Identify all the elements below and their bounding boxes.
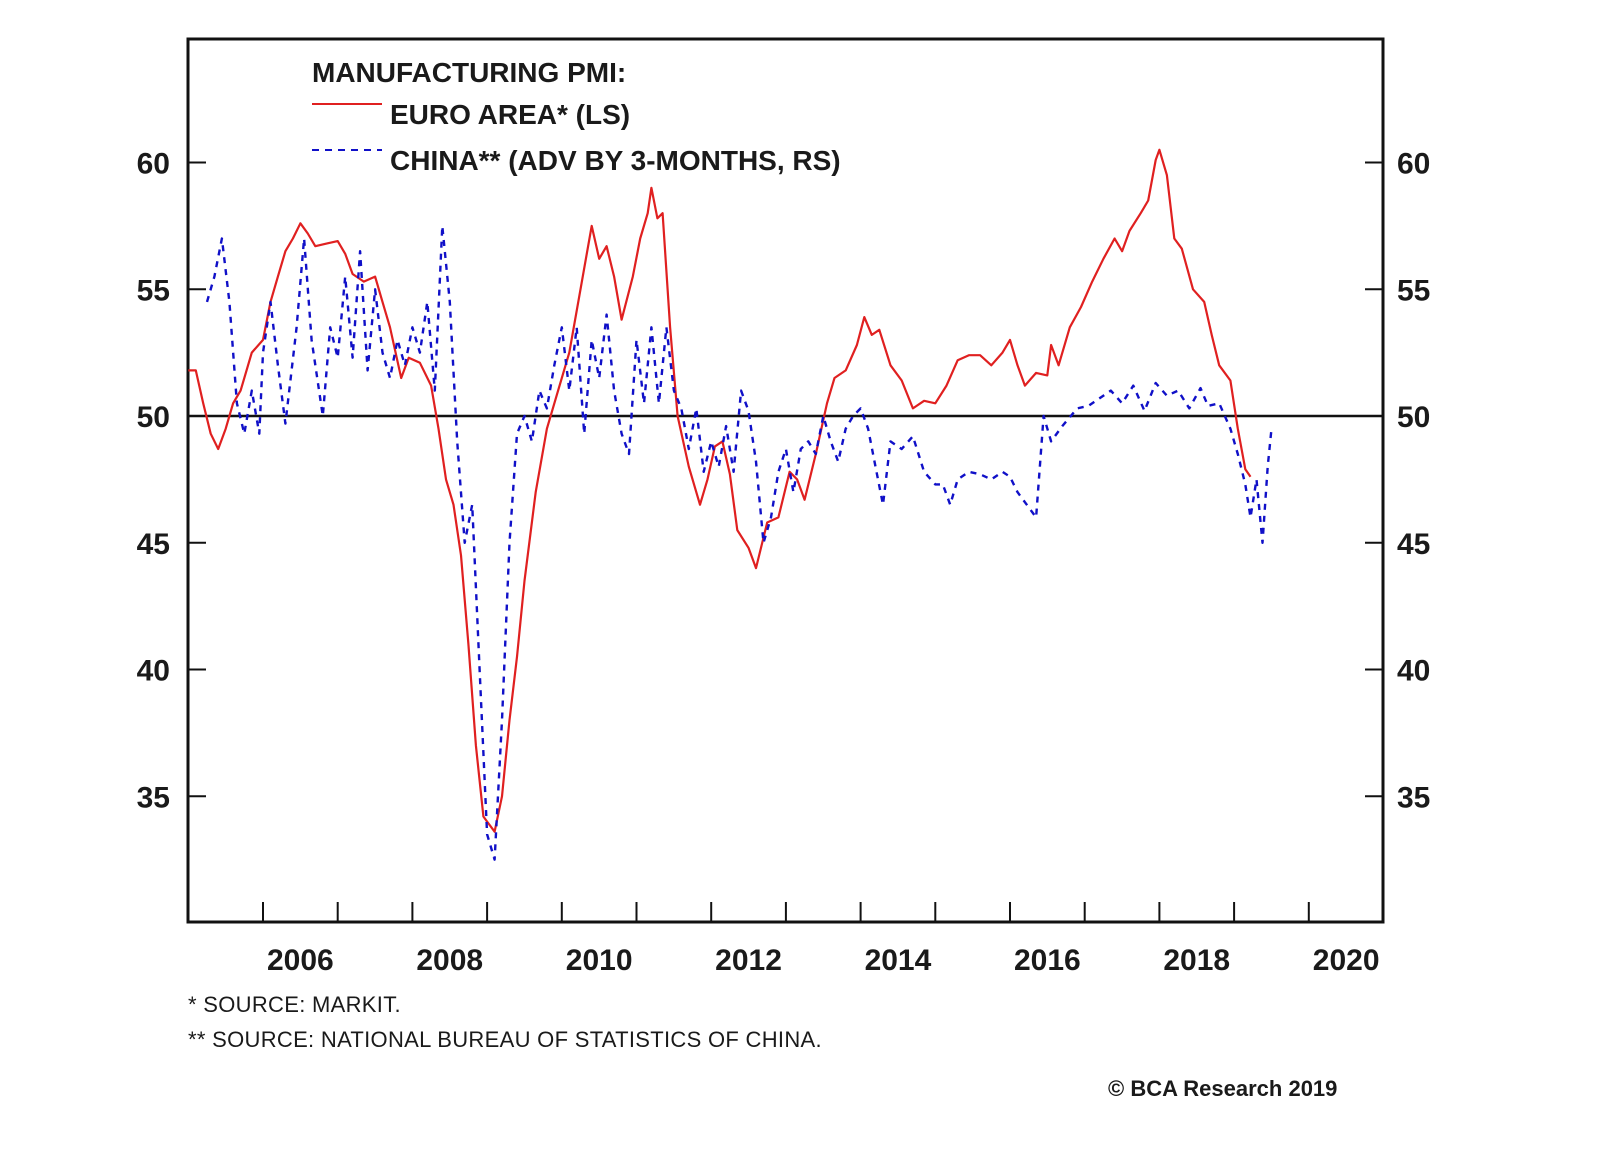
series-line-euro-area	[188, 148, 1252, 833]
y-axis-left: 35 40 45 50 55 60	[137, 148, 206, 814]
legend: MANUFACTURING PMI: EURO AREA* (LS) CHINA…	[312, 57, 841, 176]
x-tick-label: 2014	[865, 944, 932, 977]
x-axis: 2006 2008 2010 2012 2014 2016 2018 2020	[262, 902, 1380, 977]
y-right-tick-label: 35	[1397, 781, 1430, 814]
y-axis-right: 35 40 45 50 55 60	[1365, 148, 1430, 814]
series-layer	[188, 148, 1273, 861]
x-tick-label: 2006	[267, 944, 334, 977]
y-right-tick-label: 40	[1397, 655, 1430, 688]
y-right-tick-label: 50	[1397, 401, 1430, 434]
copyright-text: © BCA Research 2019	[1108, 1076, 1338, 1101]
x-tick-label: 2012	[715, 944, 782, 977]
y-left-tick-label: 60	[137, 148, 170, 181]
y-left-tick-label: 35	[137, 781, 170, 814]
y-left-tick-label: 45	[137, 528, 170, 561]
x-tick-label: 2018	[1163, 944, 1230, 977]
legend-label-china: CHINA** (ADV BY 3-MONTHS, RS)	[390, 145, 841, 176]
x-tick-label: 2008	[416, 944, 483, 977]
y-left-tick-label: 50	[137, 401, 170, 434]
footnote-nbs-china: ** SOURCE: NATIONAL BUREAU OF STATISTICS…	[188, 1027, 822, 1052]
x-tick-label: 2016	[1014, 944, 1081, 977]
y-right-tick-label: 60	[1397, 148, 1430, 181]
y-right-tick-label: 45	[1397, 528, 1430, 561]
y-left-tick-label: 55	[137, 274, 170, 307]
legend-label-euro-area: EURO AREA* (LS)	[390, 99, 630, 130]
x-tick-label: 2010	[566, 944, 633, 977]
footnote-markit: * SOURCE: MARKIT.	[188, 992, 401, 1017]
x-tick-label: 2020	[1313, 944, 1380, 977]
legend-title: MANUFACTURING PMI:	[312, 57, 626, 88]
y-right-tick-label: 55	[1397, 274, 1430, 307]
y-left-tick-label: 40	[137, 655, 170, 688]
series-line-china	[205, 224, 1273, 861]
